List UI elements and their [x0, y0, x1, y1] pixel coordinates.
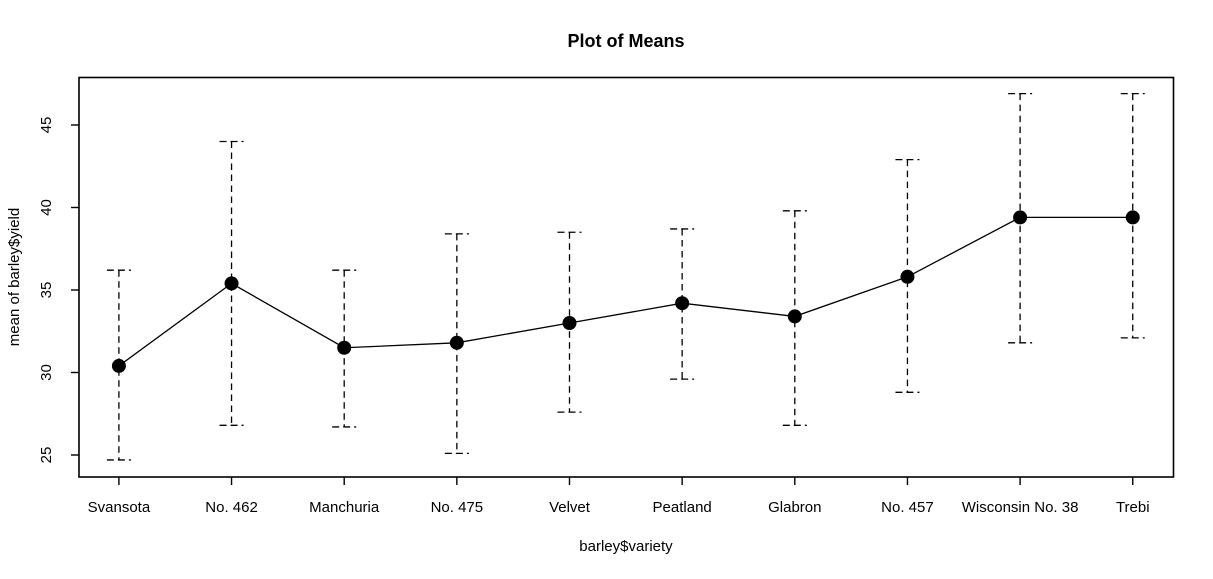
x-tick-label: Wisconsin No. 38	[962, 499, 1079, 516]
x-tick-label: Glabron	[768, 499, 821, 516]
y-axis-title: mean of barley$yield	[6, 208, 23, 346]
error-bar	[782, 210, 807, 426]
chart-title: Plot of Means	[567, 31, 684, 51]
mean-point	[224, 276, 239, 291]
x-tick-label: No. 462	[205, 499, 258, 516]
mean-point	[675, 296, 690, 311]
means-line	[118, 216, 1133, 367]
mean-point	[1125, 210, 1140, 225]
x-tick-label: Peatland	[653, 499, 712, 516]
error-bar	[219, 140, 244, 426]
error-bar	[444, 233, 469, 455]
error-bars	[106, 93, 1145, 461]
mean-point	[449, 335, 464, 350]
x-tick-label: Velvet	[549, 499, 591, 516]
mean-point	[787, 309, 802, 324]
x-tick-label: Svansota	[88, 499, 151, 516]
error-bar	[670, 228, 695, 380]
mean-series	[111, 210, 1140, 373]
mean-point	[111, 358, 126, 373]
y-tick-label: 40	[38, 199, 55, 216]
plot-box	[78, 76, 1175, 478]
axis-ticks: 25 30 35 40 45 Svansota No. 462 Manchuria No. 47…	[38, 117, 1150, 516]
y-tick-label: 25	[38, 447, 55, 464]
mean-point	[337, 340, 352, 355]
x-axis-title: barley$variety	[579, 538, 673, 555]
mean-point	[1013, 210, 1028, 225]
error-bar	[106, 269, 131, 461]
x-tick-label: No. 457	[881, 499, 934, 516]
y-tick-label: 30	[38, 364, 55, 381]
x-tick-label: Trebi	[1116, 499, 1150, 516]
mean-point	[562, 316, 577, 330]
y-tick-label: 45	[38, 117, 55, 134]
x-tick-label: Manchuria	[309, 499, 380, 516]
y-tick-label: 35	[38, 282, 55, 299]
x-tick-label: No. 475	[431, 499, 484, 516]
mean-point	[900, 269, 915, 284]
